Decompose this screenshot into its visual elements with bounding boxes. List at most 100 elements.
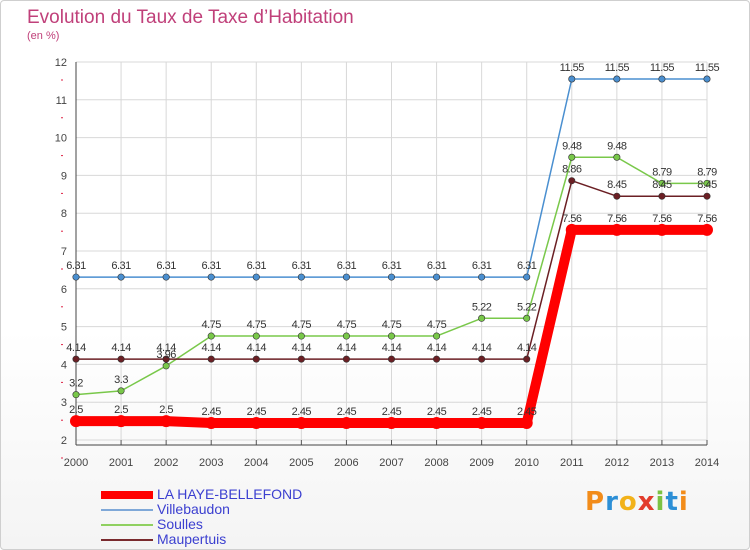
data-point	[342, 273, 350, 281]
data-point	[433, 355, 441, 363]
x-tick-label: 2014	[695, 457, 719, 469]
data-point	[475, 416, 488, 429]
y-tick-label: 8	[61, 208, 67, 220]
chart-title: Evolution du Taux de Taxe d’Habitation	[27, 7, 354, 28]
data-label: 4.14	[111, 342, 131, 354]
chart-legend: LA HAYE-BELLEFOND Villebaudon Soulles Maupe…	[101, 487, 302, 547]
data-point	[117, 387, 125, 395]
data-point	[207, 355, 215, 363]
data-point	[433, 332, 441, 340]
data-point	[117, 273, 125, 281]
data-label: 3.2	[69, 378, 83, 390]
data-label: 6.31	[247, 260, 267, 272]
logo-letter: i	[678, 487, 689, 517]
legend-swatch	[101, 491, 153, 500]
label-layer: 6.31 6.31 6.31 6.31 6.31 6.31 6.31 6.31 6.31 6.31…	[66, 62, 720, 418]
data-point	[613, 75, 621, 83]
data-label: 4.14	[66, 342, 86, 354]
data-label: 6.31	[382, 260, 402, 272]
data-label: 7.56	[562, 213, 582, 225]
data-label: 2.45	[472, 406, 492, 418]
series-la-haye-bellefond	[70, 223, 713, 429]
series-villebaudon	[72, 75, 711, 281]
data-label: 4.14	[292, 342, 312, 354]
data-point	[703, 75, 711, 83]
data-point	[478, 273, 486, 281]
legend-item: Maupertuis	[101, 532, 302, 547]
legend-item: Soulles	[101, 517, 302, 532]
data-label: 4.75	[382, 319, 402, 331]
data-point	[297, 332, 305, 340]
data-point	[568, 177, 576, 185]
data-label: 9.48	[607, 140, 627, 152]
data-label: 2.45	[202, 406, 222, 418]
data-label: 4.14	[517, 342, 537, 354]
data-label: 4.75	[427, 319, 447, 331]
data-point	[613, 192, 621, 200]
data-point	[252, 355, 260, 363]
legend-label: LA HAYE-BELLEFOND	[157, 486, 303, 502]
data-point	[610, 223, 623, 236]
y-tick-label: 12	[55, 57, 67, 69]
data-point	[250, 416, 263, 429]
data-label: 6.31	[111, 260, 131, 272]
series-soulles	[72, 153, 711, 399]
data-label: 6.31	[292, 260, 312, 272]
data-label: 2.45	[337, 406, 357, 418]
data-point	[160, 415, 173, 428]
data-point	[520, 416, 533, 429]
data-label: 4.75	[337, 319, 357, 331]
data-point	[207, 332, 215, 340]
data-point	[387, 332, 395, 340]
legend-label: Soulles	[157, 516, 203, 532]
data-point	[72, 355, 80, 363]
data-label: 2.45	[382, 406, 402, 418]
data-point	[72, 273, 80, 281]
logo-letter: i	[655, 487, 666, 517]
data-point	[70, 415, 82, 428]
data-point	[478, 314, 486, 322]
data-label: 4.75	[247, 319, 267, 331]
data-point	[205, 416, 218, 429]
data-point	[433, 273, 441, 281]
logo-letter: P	[585, 487, 606, 517]
data-label: 2.45	[292, 406, 312, 418]
logo-letter: r	[605, 487, 619, 517]
data-point	[162, 355, 170, 363]
data-label: 2.5	[159, 404, 173, 416]
series-layer	[70, 75, 713, 429]
chart-subtitle: (en %)	[27, 30, 60, 42]
data-point	[117, 355, 125, 363]
data-point	[340, 416, 353, 429]
data-label: 6.31	[427, 260, 447, 272]
axis-layer: 2 3 4 5 6 7 8 9 10 11 12 2000 2001 2002 2003 2004 2005 20…	[55, 57, 719, 469]
data-label: 4.14	[337, 342, 357, 354]
data-point	[387, 273, 395, 281]
data-label: 4.75	[292, 319, 312, 331]
y-tick-label: 3	[61, 397, 67, 409]
y-tick-label: 2	[61, 435, 67, 447]
data-point	[162, 362, 170, 370]
y-tick-label: 7	[61, 246, 67, 258]
data-point	[658, 179, 666, 187]
y-tick-label: 4	[61, 359, 67, 371]
data-point	[523, 355, 531, 363]
x-tick-label: 2007	[379, 457, 403, 469]
data-label: 7.56	[697, 213, 717, 225]
data-point	[701, 223, 713, 236]
data-label: 6.31	[66, 260, 86, 272]
x-tick-label: 2000	[64, 457, 88, 469]
data-label: 6.31	[202, 260, 222, 272]
series-maupertuis	[72, 177, 711, 363]
logo-letter: t	[665, 487, 679, 517]
data-label: 8.45	[697, 179, 717, 191]
data-label: 5.22	[517, 301, 537, 313]
data-point	[478, 355, 486, 363]
data-point	[297, 355, 305, 363]
y-tick-label: 9	[61, 170, 67, 182]
legend-label: Villebaudon	[157, 501, 230, 517]
data-point	[72, 391, 80, 399]
data-label: 7.56	[607, 213, 627, 225]
data-point	[703, 179, 711, 187]
